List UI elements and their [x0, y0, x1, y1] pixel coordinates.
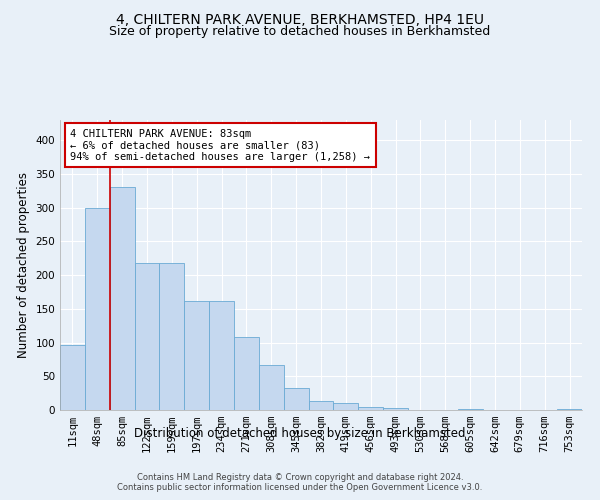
Bar: [358, 406, 383, 410]
Bar: [60, 344, 85, 410]
Bar: [209, 300, 234, 410]
Bar: [184, 300, 209, 410]
Bar: [259, 365, 284, 410]
Text: 4, CHILTERN PARK AVENUE, BERKHAMSTED, HP4 1EU: 4, CHILTERN PARK AVENUE, BERKHAMSTED, HP…: [116, 12, 484, 26]
Bar: [110, 188, 134, 410]
Y-axis label: Number of detached properties: Number of detached properties: [17, 172, 30, 358]
Bar: [383, 408, 408, 410]
Text: Contains public sector information licensed under the Open Government Licence v3: Contains public sector information licen…: [118, 484, 482, 492]
Bar: [308, 401, 334, 410]
Text: 4 CHILTERN PARK AVENUE: 83sqm
← 6% of detached houses are smaller (83)
94% of se: 4 CHILTERN PARK AVENUE: 83sqm ← 6% of de…: [70, 128, 370, 162]
Text: Contains HM Land Registry data © Crown copyright and database right 2024.: Contains HM Land Registry data © Crown c…: [137, 472, 463, 482]
Bar: [134, 263, 160, 410]
Bar: [334, 402, 358, 410]
Text: Size of property relative to detached houses in Berkhamsted: Size of property relative to detached ho…: [109, 25, 491, 38]
Bar: [85, 208, 110, 410]
Bar: [234, 337, 259, 410]
Bar: [557, 408, 582, 410]
Bar: [284, 388, 308, 410]
Text: Distribution of detached houses by size in Berkhamsted: Distribution of detached houses by size …: [134, 428, 466, 440]
Bar: [160, 263, 184, 410]
